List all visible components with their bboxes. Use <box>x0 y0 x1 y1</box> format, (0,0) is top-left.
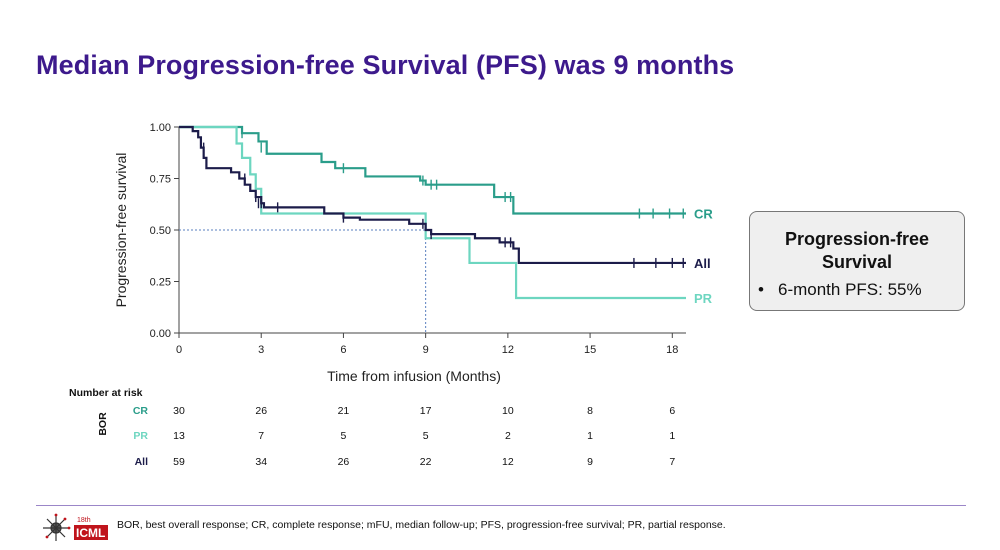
conference-logo: 18th ICML <box>43 513 108 541</box>
chart-curves: CR PR All <box>179 125 713 306</box>
series-end-label: All <box>694 256 711 271</box>
x-tick-label: 15 <box>584 344 596 356</box>
risk-value: 34 <box>255 456 267 468</box>
y-axis-label: Progression-free survival <box>113 153 129 308</box>
risk-value: 26 <box>255 405 267 417</box>
y-tick-label: 0.50 <box>150 225 171 237</box>
risk-row-label: CR <box>133 405 149 417</box>
risk-value: 30 <box>173 405 185 417</box>
risk-row-label: All <box>135 456 149 468</box>
risk-value: 12 <box>502 456 514 468</box>
risk-value: 1 <box>669 430 675 442</box>
km-curve-all <box>179 125 686 265</box>
y-tick-label: 1.00 <box>150 122 171 134</box>
logo-edition: 18th <box>77 517 91 524</box>
risk-table-group-label: BOR <box>97 412 109 436</box>
lymphoma-cell-icon <box>43 513 71 541</box>
pfs-box-title: Progression-free Survival <box>784 229 930 272</box>
risk-row-label: PR <box>133 430 148 442</box>
risk-value: 1 <box>587 430 593 442</box>
x-tick-label: 3 <box>258 344 264 356</box>
risk-value: 10 <box>502 405 514 417</box>
risk-table-heading: Number at risk <box>69 387 143 399</box>
km-curve-pr <box>179 125 686 300</box>
risk-value: 7 <box>258 430 264 442</box>
risk-value: 2 <box>505 430 511 442</box>
series-cr: CR <box>179 125 713 222</box>
pfs-box-item: • 6-month PFS: 55% <box>758 280 922 300</box>
y-tick-label: 0.00 <box>150 328 171 340</box>
series-pr: PR <box>179 125 713 306</box>
pfs-summary-box: Progression-free Survival • 6-month PFS: … <box>749 211 965 311</box>
logo-text: ICML <box>76 526 105 540</box>
footer-divider <box>36 505 966 506</box>
series-all: All <box>179 125 711 271</box>
x-axis-label: Time from infusion (Months) <box>327 368 501 384</box>
risk-value: 22 <box>420 456 432 468</box>
risk-value: 9 <box>587 456 593 468</box>
series-end-label: PR <box>694 291 713 306</box>
x-tick-label: 0 <box>176 344 182 356</box>
footnote: BOR, best overall response; CR, complete… <box>117 519 726 531</box>
page-title: Median Progression-free Survival (PFS) w… <box>36 50 735 80</box>
x-tick-label: 9 <box>423 344 429 356</box>
risk-value: 8 <box>587 405 593 417</box>
risk-value: 17 <box>420 405 432 417</box>
y-tick-label: 0.25 <box>150 277 171 289</box>
km-curve-cr <box>179 125 686 215</box>
y-tick-label: 0.75 <box>150 174 171 186</box>
risk-value: 5 <box>341 430 347 442</box>
bullet-dot: • <box>758 280 764 299</box>
risk-value: 26 <box>338 456 350 468</box>
x-tick-label: 6 <box>340 344 346 356</box>
risk-value: 6 <box>669 405 675 417</box>
logo-badge <box>74 525 108 540</box>
risk-value: 5 <box>423 430 429 442</box>
pfs-box-item-text: 6-month PFS: 55% <box>778 280 922 299</box>
chart-axes: 0 3 6 9 12 15 18 0.00 0.25 0.50 0.75 1.00 Time from … <box>113 122 686 384</box>
risk-value: 21 <box>338 405 350 417</box>
risk-value: 59 <box>173 456 185 468</box>
series-end-label: CR <box>694 207 713 222</box>
x-tick-label: 12 <box>502 344 514 356</box>
risk-value: 7 <box>669 456 675 468</box>
risk-value: 13 <box>173 430 185 442</box>
x-tick-label: 18 <box>666 344 678 356</box>
